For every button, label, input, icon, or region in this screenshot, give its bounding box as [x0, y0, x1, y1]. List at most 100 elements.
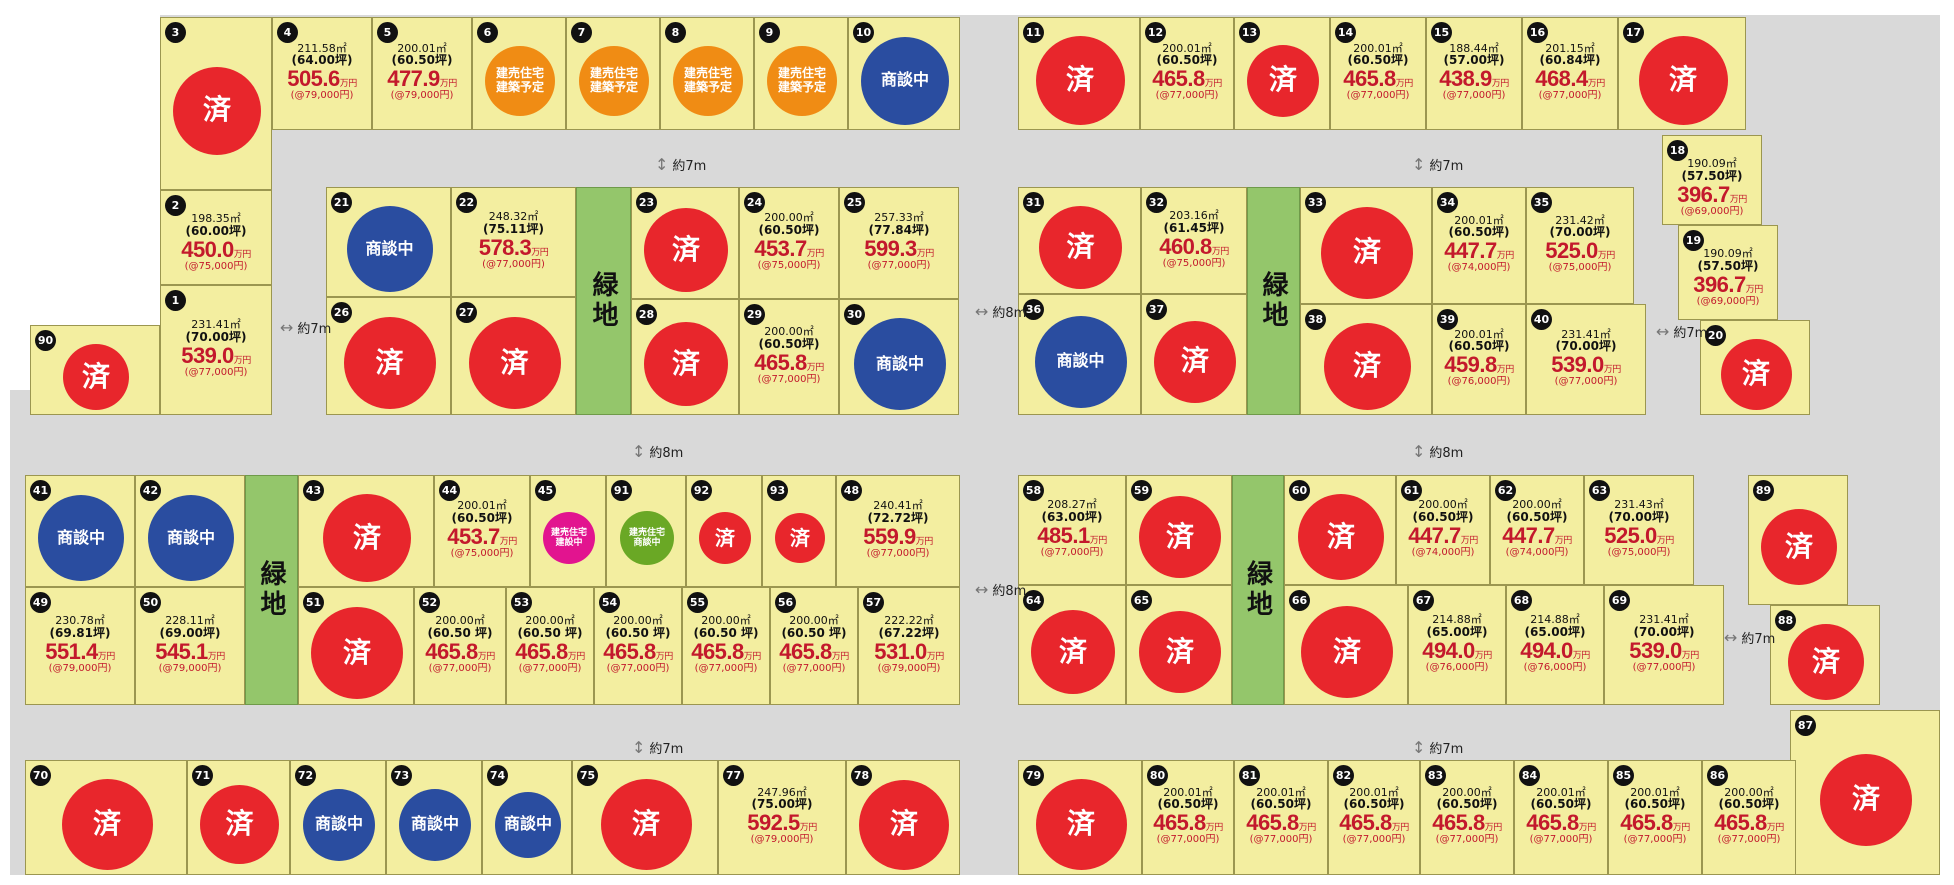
lot-66[interactable]: 66 済	[1284, 585, 1408, 705]
lot-6[interactable]: 6 建売住宅 建築予定	[472, 17, 566, 130]
lot-32[interactable]: 32 203.16㎡ (61.45坪) 460.8万円 (@75,000円)	[1141, 187, 1247, 294]
lot-28[interactable]: 28 済	[631, 299, 739, 415]
lot-13[interactable]: 13 済	[1234, 17, 1330, 130]
lot-43[interactable]: 43 済	[298, 475, 434, 587]
lot-61[interactable]: 61 200.00㎡ (60.50坪) 447.7万円 (@74,000円)	[1396, 475, 1490, 585]
lot-33[interactable]: 33 済	[1300, 187, 1432, 304]
lot-36[interactable]: 36 商談中	[1018, 294, 1141, 415]
lot-info: 188.44㎡ (57.00坪) 438.9万円 (@77,000円)	[1427, 42, 1521, 102]
lot-82[interactable]: 82 200.01㎡ (60.50坪) 465.8万円 (@77,000円)	[1328, 760, 1420, 875]
lot-31[interactable]: 31 済	[1018, 187, 1141, 294]
lot-84[interactable]: 84 200.01㎡ (60.50坪) 465.8万円 (@77,000円)	[1514, 760, 1608, 875]
lot-info: 200.00㎡ (60.50坪) 453.7万円 (@75,000円)	[740, 212, 838, 271]
lot-80[interactable]: 80 200.01㎡ (60.50坪) 465.8万円 (@77,000円)	[1142, 760, 1234, 875]
lot-19[interactable]: 19 190.09㎡ (57.50坪) 396.7万円 (@69,000円)	[1678, 225, 1778, 320]
lot-65[interactable]: 65 済	[1126, 585, 1232, 705]
price-unit: 万円	[207, 650, 226, 661]
lot-35[interactable]: 35 231.42㎡ (70.00坪) 525.0万円 (@75,000円)	[1526, 187, 1634, 304]
lot-68[interactable]: 68 214.88㎡ (65.00坪) 494.0万円 (@76,000円)	[1506, 585, 1604, 705]
lot-20[interactable]: 20 済	[1700, 320, 1810, 415]
lot-14[interactable]: 14 200.01㎡ (60.50坪) 465.8万円 (@77,000円)	[1330, 17, 1426, 130]
lot-45[interactable]: 45 建売住宅 建設中	[530, 475, 606, 587]
lot-87[interactable]: 87 済	[1790, 710, 1940, 875]
lot-9[interactable]: 9 建売住宅 建築予定	[754, 17, 848, 130]
lot-25[interactable]: 25 257.33㎡ (77.84坪) 599.3万円 (@77,000円)	[839, 187, 959, 299]
lot-16[interactable]: 16 201.15㎡ (60.84坪) 468.4万円 (@77,000円)	[1522, 17, 1618, 130]
lot-34[interactable]: 34 200.01㎡ (60.50坪) 447.7万円 (@74,000円)	[1432, 187, 1526, 304]
lot-64[interactable]: 64 済	[1018, 585, 1126, 705]
lot-54[interactable]: 54 200.00㎡ (60.50 坪) 465.8万円 (@77,000円)	[594, 587, 682, 705]
lot-89[interactable]: 89 済	[1748, 475, 1848, 605]
lot-93[interactable]: 93 済	[762, 475, 836, 587]
lot-tsubo: (70.00坪)	[1633, 624, 1695, 639]
lot-37[interactable]: 37 済	[1141, 294, 1247, 415]
lot-59[interactable]: 59 済	[1126, 475, 1232, 585]
lot-55[interactable]: 55 200.00㎡ (60.50 坪) 465.8万円 (@77,000円)	[682, 587, 770, 705]
lot-2[interactable]: 2 198.35㎡ (60.00坪) 450.0万円 (@75,000円)	[160, 190, 272, 285]
lot-30[interactable]: 30 商談中	[839, 299, 959, 415]
lot-58[interactable]: 58 208.27㎡ (63.00坪) 485.1万円 (@77,000円)	[1018, 475, 1126, 585]
price-unit: 万円	[799, 822, 818, 833]
lot-62[interactable]: 62 200.00㎡ (60.50坪) 447.7万円 (@74,000円)	[1490, 475, 1584, 585]
lot-70[interactable]: 70 済	[25, 760, 187, 875]
lot-69[interactable]: 69 231.41㎡ (70.00坪) 539.0万円 (@77,000円)	[1604, 585, 1724, 705]
lot-17[interactable]: 17 済	[1618, 17, 1746, 130]
lot-21[interactable]: 21 商談中	[326, 187, 451, 297]
lot-tsubo: (75.00坪)	[751, 797, 813, 812]
lot-4[interactable]: 4 211.58㎡ (64.00坪) 505.6万円 (@79,000円)	[272, 17, 372, 130]
lot-23[interactable]: 23 済	[631, 187, 739, 299]
lot-29[interactable]: 29 200.00㎡ (60.50坪) 465.8万円 (@77,000円)	[739, 299, 839, 415]
lot-22[interactable]: 22 248.32㎡ (75.11坪) 578.3万円 (@77,000円)	[451, 187, 576, 297]
lot-75[interactable]: 75 済	[572, 760, 718, 875]
lot-tsubo: (60.50坪)	[1448, 225, 1510, 240]
lot-38[interactable]: 38 済	[1300, 304, 1432, 415]
lot-72[interactable]: 72 商談中	[290, 760, 386, 875]
lot-90[interactable]: 90 済	[30, 325, 160, 415]
lot-39[interactable]: 39 200.01㎡ (60.50坪) 459.8万円 (@76,000円)	[1432, 304, 1526, 415]
lot-42[interactable]: 42 商談中	[135, 475, 245, 587]
lot-57[interactable]: 57 222.22㎡ (67.22坪) 531.0万円 (@79,000円)	[858, 587, 960, 705]
lot-85[interactable]: 85 200.01㎡ (60.50坪) 465.8万円 (@77,000円)	[1608, 760, 1702, 875]
lot-79[interactable]: 79 済	[1018, 760, 1142, 875]
lot-74[interactable]: 74 商談中	[482, 760, 572, 875]
lot-number: 10	[853, 22, 874, 43]
lot-73[interactable]: 73 商談中	[386, 760, 482, 875]
lot-91[interactable]: 91 建売住宅 商談中	[606, 475, 686, 587]
lot-41[interactable]: 41 商談中	[25, 475, 135, 587]
lot-67[interactable]: 67 214.88㎡ (65.00坪) 494.0万円 (@76,000円)	[1408, 585, 1506, 705]
lot-1[interactable]: 1 231.41㎡ (70.00坪) 539.0万円 (@77,000円)	[160, 285, 272, 415]
lot-49[interactable]: 49 230.78㎡ (69.81坪) 551.4万円 (@79,000円)	[25, 587, 135, 705]
lot-56[interactable]: 56 200.00㎡ (60.50 坪) 465.8万円 (@77,000円)	[770, 587, 858, 705]
lot-7[interactable]: 7 建売住宅 建築予定	[566, 17, 660, 130]
lot-18[interactable]: 18 190.09㎡ (57.50坪) 396.7万円 (@69,000円)	[1662, 135, 1762, 225]
price-unit: 万円	[831, 650, 850, 661]
status-badge-sold: 済	[63, 344, 129, 410]
lot-77[interactable]: 77 247.96㎡ (75.00坪) 592.5万円 (@79,000円)	[718, 760, 846, 875]
lot-44[interactable]: 44 200.01㎡ (60.50坪) 453.7万円 (@75,000円)	[434, 475, 530, 587]
lot-81[interactable]: 81 200.01㎡ (60.50坪) 465.8万円 (@77,000円)	[1234, 760, 1328, 875]
lot-8[interactable]: 8 建売住宅 建築予定	[660, 17, 754, 130]
lot-50[interactable]: 50 228.11㎡ (69.00坪) 545.1万円 (@79,000円)	[135, 587, 245, 705]
lot-5[interactable]: 5 200.01㎡ (60.50坪) 477.9万円 (@79,000円)	[372, 17, 472, 130]
lot-24[interactable]: 24 200.00㎡ (60.50坪) 453.7万円 (@75,000円)	[739, 187, 839, 299]
lot-48[interactable]: 48 240.41㎡ (72.72坪) 559.9万円 (@77,000円)	[836, 475, 960, 587]
lot-78[interactable]: 78 済	[846, 760, 960, 875]
lot-83[interactable]: 83 200.00㎡ (60.50坪) 465.8万円 (@77,000円)	[1420, 760, 1514, 875]
lot-88[interactable]: 88 済	[1770, 605, 1880, 705]
lot-51[interactable]: 51 済	[298, 587, 414, 705]
lot-27[interactable]: 27 済	[451, 297, 576, 415]
lot-52[interactable]: 52 200.00㎡ (60.50 坪) 465.8万円 (@77,000円)	[414, 587, 506, 705]
lot-71[interactable]: 71 済	[187, 760, 290, 875]
lot-11[interactable]: 11 済	[1018, 17, 1140, 130]
lot-15[interactable]: 15 188.44㎡ (57.00坪) 438.9万円 (@77,000円)	[1426, 17, 1522, 130]
lot-60[interactable]: 60 済	[1284, 475, 1396, 585]
lot-53[interactable]: 53 200.00㎡ (60.50 坪) 465.8万円 (@77,000円)	[506, 587, 594, 705]
lot-86[interactable]: 86 200.00㎡ (60.50坪) 465.8万円 (@77,000円)	[1702, 760, 1796, 875]
lot-10[interactable]: 10 商談中	[848, 17, 960, 130]
lot-12[interactable]: 12 200.01㎡ (60.50坪) 465.8万円 (@77,000円)	[1140, 17, 1234, 130]
lot-63[interactable]: 63 231.43㎡ (70.00坪) 525.0万円 (@75,000円)	[1584, 475, 1694, 585]
lot-40[interactable]: 40 231.41㎡ (70.00坪) 539.0万円 (@77,000円)	[1526, 304, 1646, 415]
lot-92[interactable]: 92 済	[686, 475, 762, 587]
lot-26[interactable]: 26 済	[326, 297, 451, 415]
